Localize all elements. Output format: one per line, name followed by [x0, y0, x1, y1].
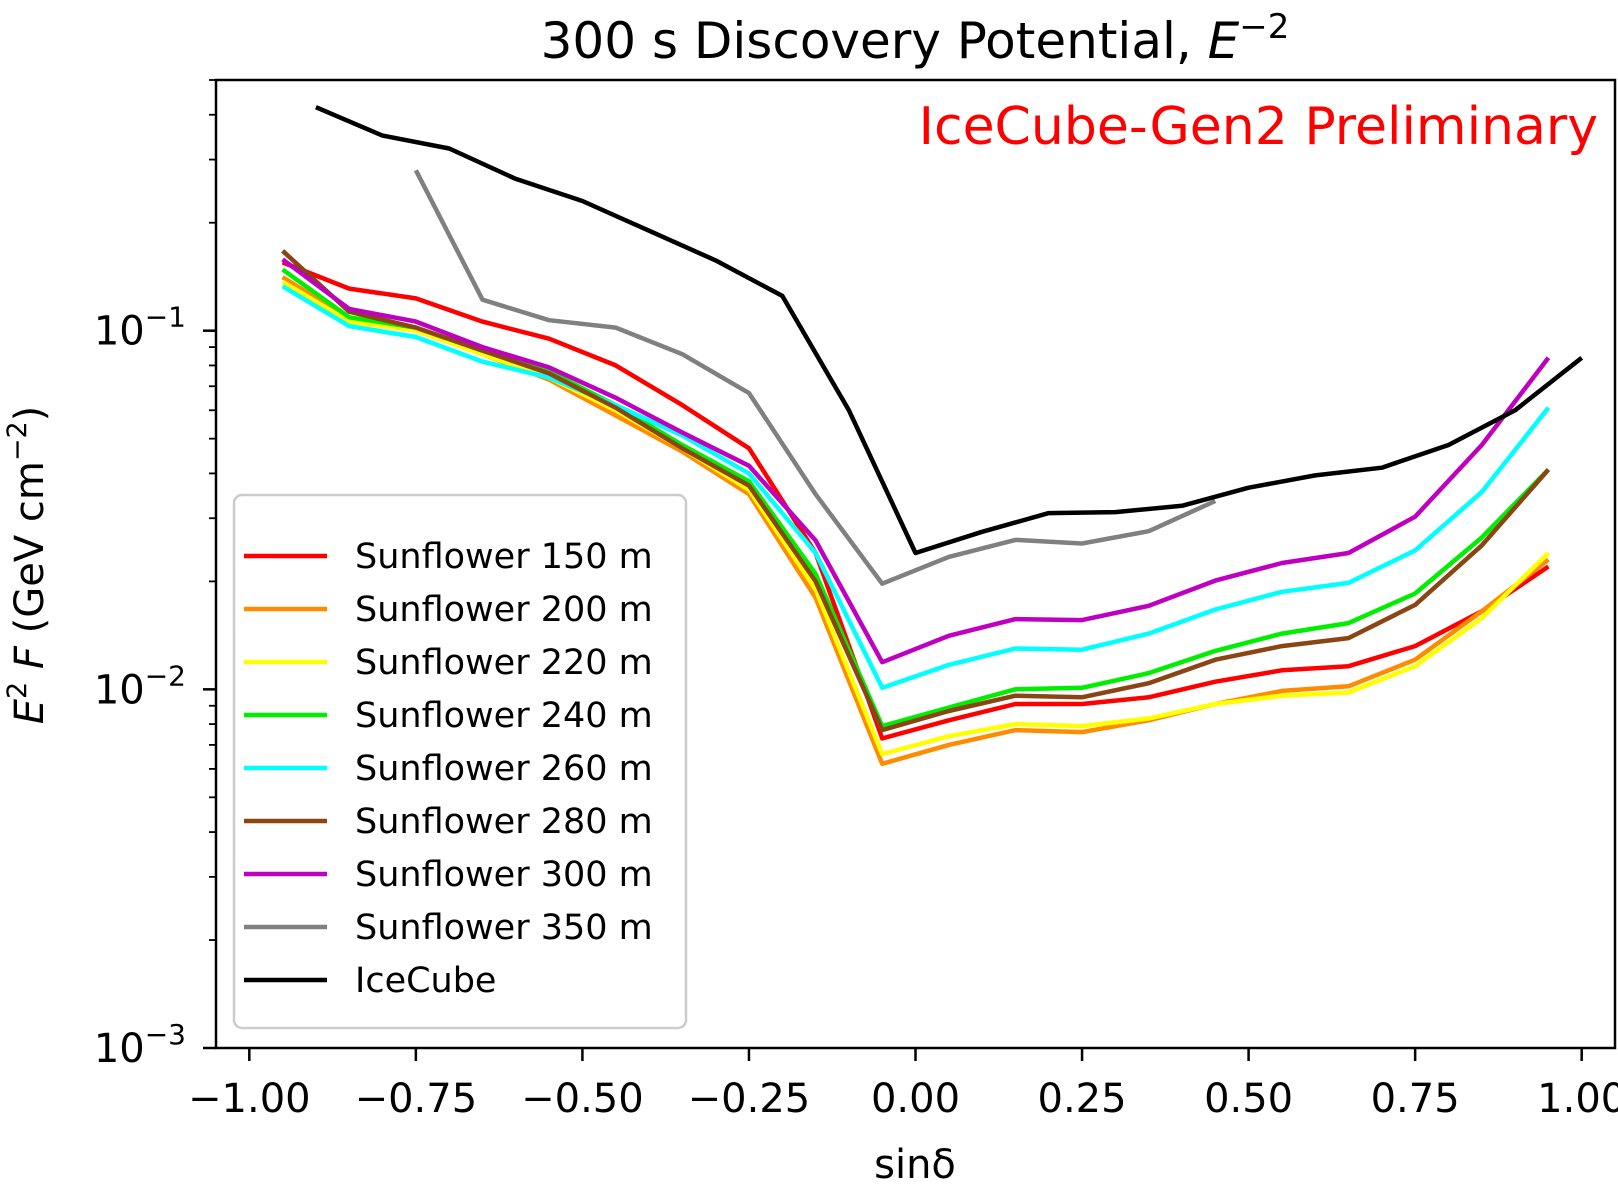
plot-area — [281, 105, 1584, 767]
chart-title: 300 s Discovery Potential, E−2 — [541, 7, 1290, 70]
legend-box — [232, 493, 688, 1030]
series-line-8 — [315, 105, 1584, 556]
x-tick-label-5: 0.25 — [1038, 1076, 1127, 1122]
x-axis-label: sinδ — [874, 1142, 956, 1188]
x-tick-label-3: −0.25 — [688, 1076, 811, 1122]
series-line-4 — [281, 284, 1551, 691]
x-tick-label-2: −0.50 — [521, 1076, 644, 1122]
y-tick-label-0: 10−3 — [94, 1018, 186, 1072]
y-tick-label-1: 10−2 — [94, 659, 186, 713]
y-tick-label-2: 10−1 — [94, 301, 186, 355]
legend-label-2: Sunflower 220 m — [355, 643, 653, 683]
x-tick-label-8: 1.00 — [1537, 1076, 1618, 1122]
legend-label-7: Sunflower 350 m — [355, 908, 653, 948]
series-line-0 — [281, 260, 1550, 741]
y-tick-labels: 10−3 10−2 10−1 — [94, 301, 186, 1072]
x-tick-label-4: 0.00 — [871, 1076, 960, 1122]
series-line-6 — [281, 257, 1551, 665]
x-tick-label-7: 0.75 — [1371, 1076, 1460, 1122]
legend-label-5: Sunflower 280 m — [355, 802, 653, 842]
series-line-7 — [413, 169, 1217, 586]
x-tick-labels: −1.00 −0.75 −0.50 −0.25 0.00 0.25 0.50 0.75 1.00 — [188, 1076, 1618, 1122]
x-tick-label-1: −0.75 — [355, 1076, 478, 1122]
legend-label-6: Sunflower 300 m — [355, 855, 653, 895]
legend-label-1: Sunflower 200 m — [355, 590, 653, 630]
legend-label-3: Sunflower 240 m — [355, 696, 653, 736]
legend-label-0: Sunflower 150 m — [355, 537, 653, 577]
x-tick-label-0: −1.00 — [188, 1076, 311, 1122]
preliminary-annotation: IceCube-Gen2 Preliminary — [919, 97, 1598, 157]
series-line-2 — [281, 279, 1550, 757]
series-line-5 — [281, 249, 1551, 733]
legend-label-4: Sunflower 260 m — [355, 749, 653, 789]
y-axis-label: E2 F (GeV cm−2) — [2, 406, 53, 725]
tick-marks — [203, 79, 1583, 1061]
legend: Sunflower 150 m Sunflower 200 m Sunflower … — [232, 493, 688, 1030]
legend-label-8: IceCube — [355, 961, 496, 1001]
x-tick-label-6: 0.50 — [1204, 1076, 1293, 1122]
